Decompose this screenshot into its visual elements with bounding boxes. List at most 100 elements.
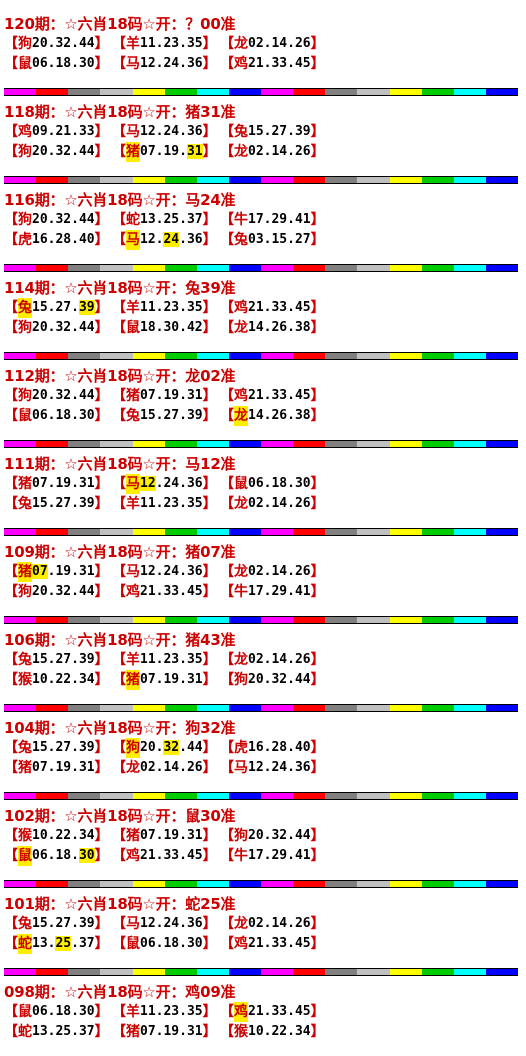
right-bracket: 】 bbox=[202, 300, 217, 316]
color-segment bbox=[261, 969, 294, 975]
period-title: 111期：☆六肖18码☆开：马12准 bbox=[4, 455, 236, 473]
left-bracket: 【 bbox=[112, 584, 126, 600]
zodiac-animal: 蛇 bbox=[126, 212, 140, 228]
left-bracket: 【 bbox=[220, 740, 234, 756]
right-bracket: 】 bbox=[202, 1004, 217, 1020]
color-segment bbox=[100, 617, 133, 623]
zodiac-animal: 蛇 bbox=[18, 1024, 32, 1040]
zodiac-numbers: 12.24.36 bbox=[140, 476, 203, 491]
color-segment bbox=[100, 881, 133, 887]
color-segment bbox=[196, 265, 229, 271]
zodiac-animal: 牛 bbox=[234, 212, 248, 228]
right-bracket: 】 bbox=[94, 388, 109, 404]
zodiac-animal: 兔 bbox=[18, 652, 32, 668]
color-segment bbox=[485, 353, 518, 359]
right-bracket: 】 bbox=[202, 232, 217, 248]
zodiac-combo: 【猪 07.19.31】 bbox=[4, 562, 112, 582]
zodiac-animal: 猪 bbox=[18, 760, 32, 776]
zodiac-numbers: 21.33.45 bbox=[248, 936, 311, 951]
color-segment bbox=[421, 881, 454, 887]
color-segment bbox=[453, 793, 486, 799]
zodiac-numbers: 07.19.31 bbox=[140, 672, 203, 687]
color-segment bbox=[164, 529, 197, 535]
color-segment bbox=[485, 529, 518, 535]
color-segment bbox=[164, 969, 197, 975]
combo-row: 【鼠 06.18.30】【兔 15.27.39】【龙 14.26.38】 bbox=[4, 406, 518, 426]
left-bracket: 【 bbox=[4, 476, 18, 492]
color-segment bbox=[453, 969, 486, 975]
zodiac-animal: 鼠 bbox=[126, 320, 140, 336]
zodiac-numbers: 06.18.30 bbox=[140, 936, 203, 951]
zodiac-combo: 【狗 20.32.44】 bbox=[4, 34, 112, 54]
color-segment bbox=[68, 265, 101, 271]
color-segment bbox=[164, 617, 197, 623]
color-segment bbox=[261, 441, 294, 447]
zodiac-combo: 【鼠 06.18.30】 bbox=[112, 934, 220, 954]
color-segment bbox=[196, 529, 229, 535]
left-bracket: 【 bbox=[4, 496, 18, 512]
zodiac-numbers: 11.23.35 bbox=[140, 300, 203, 315]
zodiac-combo: 【猴 10.22.34】 bbox=[4, 670, 112, 690]
zodiac-numbers: 20.32.44 bbox=[32, 388, 95, 403]
left-bracket: 【 bbox=[4, 760, 18, 776]
combo-row: 【虎 16.28.40】【马 12.24.36】【兔 03.15.27】 bbox=[4, 230, 518, 250]
combo-row: 【狗 20.32.44】【羊 11.23.35】【龙 02.14.26】 bbox=[4, 34, 518, 54]
left-bracket: 【 bbox=[220, 212, 234, 228]
left-bracket: 【 bbox=[4, 320, 18, 336]
color-segment bbox=[421, 617, 454, 623]
zodiac-animal: 鼠 bbox=[18, 408, 32, 424]
zodiac-animal: 兔 bbox=[234, 232, 248, 248]
color-segment bbox=[196, 969, 229, 975]
zodiac-numbers: 15.27.39 bbox=[32, 496, 95, 511]
color-segment bbox=[325, 89, 358, 95]
color-segment bbox=[421, 705, 454, 711]
zodiac-numbers: 07.19.31 bbox=[32, 760, 95, 775]
period-block: 106期：☆六肖18码☆开：猪43准【兔 15.27.39】【羊 11.23.35】… bbox=[4, 624, 518, 704]
color-segment bbox=[36, 705, 69, 711]
left-bracket: 【 bbox=[112, 672, 126, 688]
zodiac-numbers: 07.19.31 bbox=[140, 388, 203, 403]
color-segment bbox=[325, 705, 358, 711]
right-bracket: 】 bbox=[202, 936, 217, 952]
zodiac-combo: 【猪 07.19.31】 bbox=[112, 386, 220, 406]
left-bracket: 【 bbox=[220, 56, 234, 72]
color-segment bbox=[100, 705, 133, 711]
color-segment bbox=[4, 89, 37, 95]
zodiac-combo: 【狗 20.32.44】 bbox=[4, 210, 112, 230]
right-bracket: 】 bbox=[310, 56, 325, 72]
color-segment bbox=[325, 969, 358, 975]
left-bracket: 【 bbox=[4, 564, 18, 580]
color-divider bbox=[4, 176, 518, 184]
zodiac-animal: 狗 bbox=[126, 738, 140, 758]
zodiac-numbers: 15.27.39 bbox=[32, 300, 95, 315]
zodiac-animal: 猴 bbox=[18, 672, 32, 688]
color-segment bbox=[293, 353, 326, 359]
zodiac-numbers: 02.14.26 bbox=[248, 652, 311, 667]
color-segment bbox=[68, 89, 101, 95]
color-segment bbox=[261, 881, 294, 887]
color-segment bbox=[196, 89, 229, 95]
color-segment bbox=[325, 265, 358, 271]
right-bracket: 】 bbox=[94, 760, 109, 776]
right-bracket: 】 bbox=[310, 36, 325, 52]
period-title: 109期：☆六肖18码☆开：猪07准 bbox=[4, 543, 236, 561]
zodiac-animal: 羊 bbox=[126, 496, 140, 512]
color-segment bbox=[453, 353, 486, 359]
right-bracket: 】 bbox=[94, 564, 109, 580]
color-segment bbox=[196, 705, 229, 711]
color-segment bbox=[68, 441, 101, 447]
zodiac-animal: 龙 bbox=[234, 144, 248, 160]
right-bracket: 】 bbox=[310, 300, 325, 316]
zodiac-animal: 鸡 bbox=[126, 584, 140, 600]
zodiac-numbers: 13.25.37 bbox=[140, 212, 203, 227]
combo-row: 【猴 10.22.34】【猪 07.19.31】【狗 20.32.44】 bbox=[4, 826, 518, 846]
zodiac-combo: 【羊 11.23.35】 bbox=[112, 494, 220, 514]
color-segment bbox=[196, 441, 229, 447]
zodiac-animal: 兔 bbox=[18, 298, 32, 318]
zodiac-numbers: 20.32.44 bbox=[32, 584, 95, 599]
left-bracket: 【 bbox=[4, 56, 18, 72]
right-bracket: 】 bbox=[202, 760, 217, 776]
zodiac-animal: 狗 bbox=[18, 584, 32, 600]
color-segment bbox=[68, 353, 101, 359]
combo-row: 【狗 20.32.44】【鼠 18.30.42】【龙 14.26.38】 bbox=[4, 318, 518, 338]
